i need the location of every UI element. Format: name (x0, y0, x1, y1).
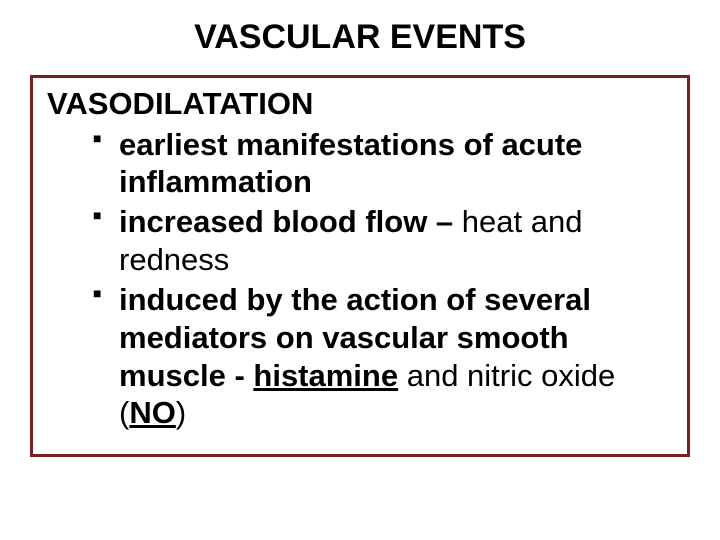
text-segment: NO (129, 395, 176, 430)
slide: VASCULAR EVENTS VASODILATATION earliest … (0, 0, 720, 540)
slide-title: VASCULAR EVENTS (30, 18, 690, 57)
bullet-item: increased blood flow – heat and redness (93, 203, 673, 279)
bullet-item: earliest manifestations of acute inflamm… (93, 126, 673, 202)
bullet-item: induced by the action of several mediato… (93, 281, 673, 432)
text-segment: histamine (253, 358, 398, 393)
text-segment: earliest manifestations of acute inflamm… (119, 127, 582, 200)
content-box: VASODILATATION earliest manifestations o… (30, 75, 690, 457)
bullet-list: earliest manifestations of acute inflamm… (47, 126, 673, 433)
text-segment: ) (176, 395, 186, 430)
section-heading: VASODILATATION (47, 86, 673, 122)
text-segment: increased blood flow – (119, 204, 462, 239)
